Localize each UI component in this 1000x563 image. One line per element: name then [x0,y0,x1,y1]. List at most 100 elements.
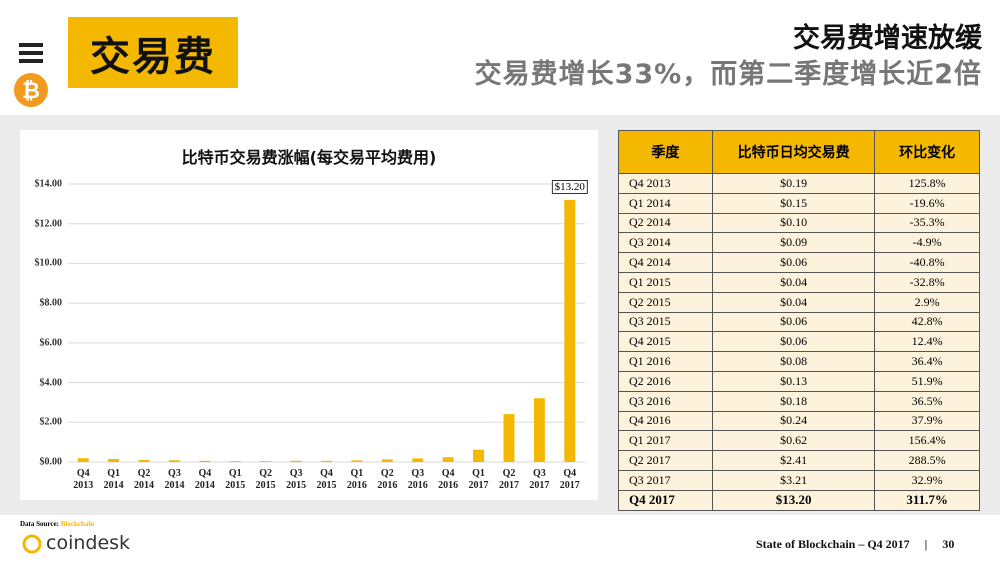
logo: coindesk [46,532,131,554]
chart-title: 比特币交易费涨幅(每交易平均费用) [181,148,437,167]
report-name: State of Blockchain – Q4 2017 [756,537,910,551]
data-label: $13.20 [551,179,588,194]
title: 交易费增速放缓 [793,23,982,54]
table-cell: $0.18 [711,390,876,412]
table-cell: $0.08 [711,351,876,372]
chart [68,183,585,463]
table-cell: Q1 2017 [618,430,713,452]
y-tick-label: $2.00 [39,416,63,428]
bar [351,460,363,462]
table-cell: -19.6% [874,192,980,214]
x-tick-label: Q2 2014 [134,468,155,491]
bar [260,461,272,462]
bar [533,398,545,462]
y-tick-label: $14.00 [34,178,63,190]
logo-icon [22,534,42,554]
y-tick-label: $8.00 [39,297,63,309]
x-tick-label: Q2 2017 [498,468,519,491]
table-cell: Q3 2014 [618,232,713,254]
table-cell: 2.9% [874,291,980,313]
table-cell: $0.62 [711,430,876,452]
x-tick-label: Q4 2016 [438,468,459,491]
table-row: Q3 2017 $3.21 32.9% [618,469,980,491]
table-cell: $0.10 [711,212,876,234]
table-cell: 12.4% [874,331,980,353]
x-tick-label: Q1 2016 [346,468,367,491]
bar [321,460,332,462]
bar [381,459,393,462]
table-cell: Q1 2016 [618,351,713,372]
page-number: 30 [942,537,955,551]
header-cell: 季度 [618,130,713,174]
table-cell: $13.20 [711,489,876,511]
table-cell: 311.7% [874,489,980,511]
table-cell: -32.8% [874,271,980,293]
bar [108,459,120,462]
table-row: Q4 2013 $0.19 125.8% [618,173,980,194]
header-row: 季度 比特币日均交易费 环比变化 [618,130,980,174]
x-tick-label: Q3 2015 [286,468,307,491]
bar [503,414,515,462]
bar [473,449,485,462]
y-tick-label: $6.00 [39,337,63,349]
x-tick-label: Q4 2013 [73,468,94,491]
svg-text:₿: ₿ [22,79,40,104]
x-tick-label: Q3 2017 [529,468,550,491]
table-row: Q4 2014 $0.06 -40.8% [618,252,980,273]
table-cell: Q3 2017 [618,469,713,491]
table-cell: $0.15 [711,192,876,214]
bar [77,458,89,462]
table-cell: $0.04 [711,291,876,313]
table-row: Q4 2016 $0.24 37.9% [618,410,980,432]
table-row: Q1 2016 $0.08 36.4% [618,351,980,372]
table-row: Q2 2017 $2.41 288.5% [618,450,980,471]
x-tick-label: Q1 2014 [103,468,124,491]
table-cell: $3.21 [711,469,876,491]
header-cell: 环比变化 [874,130,980,174]
source-label: Data Source: [20,520,59,528]
table-cell: Q4 2016 [618,410,713,432]
table-cell: 32.9% [874,469,980,491]
table-cell: Q2 2015 [618,291,713,313]
table-cell: $0.06 [711,331,876,353]
table-cell: $0.24 [711,410,876,432]
bar [290,460,302,462]
x-tick-label: Q3 2016 [407,468,428,491]
table-cell: 51.9% [874,370,980,392]
table-cell: Q4 2014 [618,252,713,273]
table-cell: $0.09 [711,232,876,254]
table-cell: Q4 2017 [618,489,713,511]
bar [199,460,211,462]
y-tick-label: $12.00 [34,218,63,230]
table-row: Q2 2015 $0.04 2.9% [618,291,980,313]
table-cell: 36.5% [874,390,980,412]
table-cell: Q2 2017 [618,450,713,471]
bar [138,460,150,462]
separator: | [924,537,928,551]
table-cell: -35.3% [874,212,980,234]
table-cell: $0.19 [711,173,876,194]
source-name: Blockchain [60,520,95,528]
table-cell: Q2 2014 [618,212,713,234]
y-tick-label: $0.00 [39,456,63,468]
source: Data Source: Blockchain [20,520,94,528]
table-row: Q1 2017 $0.62 156.4% [618,430,980,452]
menu-icons: ₿ [14,43,48,107]
table-cell: $0.13 [711,370,876,392]
table-cell: -4.9% [874,232,980,254]
fee-table: 季度 比特币日均交易费 环比变化 Q4 2013 $0.19 125.8% Q1 2014 $… [618,130,980,511]
table-cell: 37.9% [874,410,980,432]
table-cell: $0.06 [711,252,876,273]
table-cell: 36.4% [874,351,980,372]
table-row: Q1 2014 $0.15 -19.6% [618,192,980,214]
table-cell: Q1 2015 [618,271,713,293]
bar [564,199,576,462]
table-row: Q3 2015 $0.06 42.8% [618,311,980,333]
table-cell: $0.06 [711,311,876,333]
table-row: Q3 2014 $0.09 -4.9% [618,232,980,254]
table-cell: 288.5% [874,450,980,471]
table-cell: Q4 2015 [618,331,713,353]
table-cell: -40.8% [874,252,980,273]
header-cell: 比特币日均交易费 [711,130,876,174]
